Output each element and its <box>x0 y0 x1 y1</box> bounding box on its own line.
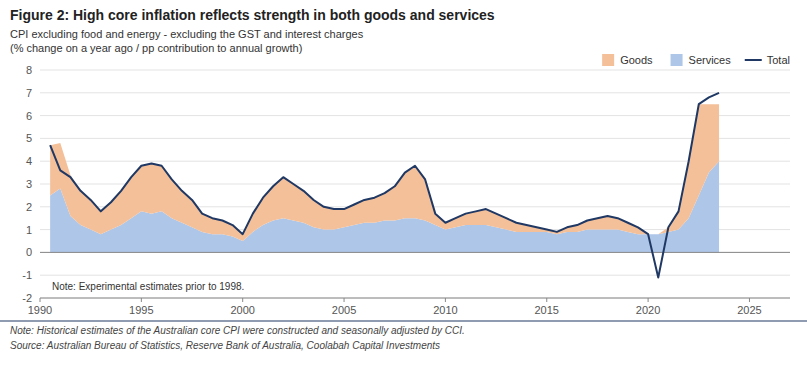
title: Figure 2: High core inflation reflects s… <box>10 7 495 23</box>
area <box>50 104 719 241</box>
y-tick-label: -1 <box>22 269 32 281</box>
legend: Total Services Goods <box>602 54 790 66</box>
x-axis <box>40 298 790 299</box>
zero-line <box>40 252 790 253</box>
grid-line <box>40 70 790 71</box>
legend-swatch <box>602 54 614 66</box>
y-tick-label: 7 <box>26 87 32 99</box>
footnote: Note: Historical estimates of the Austra… <box>10 325 465 336</box>
grid-line <box>40 115 790 116</box>
annotation: Note: Experimental estimates prior to 19… <box>52 281 244 292</box>
x-tick-label: 1995 <box>129 304 153 316</box>
footnote: Source: Australian Bureau of Statistics,… <box>10 340 440 351</box>
grid-line <box>40 275 790 276</box>
x-tick <box>749 298 750 302</box>
y-tick-label: 1 <box>26 224 32 236</box>
x-tick-label: 2005 <box>332 304 356 316</box>
x-tick <box>242 298 243 302</box>
x-tick-label: 2010 <box>433 304 457 316</box>
grid-line <box>40 298 790 299</box>
x-tick <box>445 298 446 302</box>
x-tick <box>40 298 41 302</box>
x-tick <box>546 298 547 302</box>
x-tick <box>344 298 345 302</box>
y-tick-label: 8 <box>26 64 32 76</box>
legend-label: Total <box>767 54 790 66</box>
y-tick-label: 4 <box>26 155 32 167</box>
legend-label: Services <box>689 54 732 66</box>
line <box>50 93 719 278</box>
x-tick-label: 2000 <box>230 304 254 316</box>
plot-area <box>40 93 790 278</box>
y-tick-label: 6 <box>26 110 32 122</box>
x-tick-label: 2025 <box>737 304 761 316</box>
grid-line <box>40 138 790 139</box>
subtitle: CPI excluding food and energy - excludin… <box>10 28 364 40</box>
x-tick-label: 1990 <box>28 304 52 316</box>
y-tick-label: 3 <box>26 178 32 190</box>
y-tick-label: 0 <box>26 246 32 258</box>
grid <box>40 70 790 298</box>
grid-line <box>40 252 790 253</box>
legend-label: Goods <box>620 54 653 66</box>
x-tick-label: 2020 <box>636 304 660 316</box>
y-tick-label: -2 <box>22 292 32 304</box>
grid-line <box>40 92 790 93</box>
chart: Figure 2: High core inflation reflects s… <box>0 0 807 371</box>
x-tick <box>141 298 142 302</box>
y-tick-label: 2 <box>26 201 32 213</box>
separator <box>0 320 807 321</box>
x-tick <box>648 298 649 302</box>
subtitle: (% change on a year ago / pp contributio… <box>10 42 302 54</box>
y-tick-label: 5 <box>26 132 32 144</box>
x-tick-label: 2015 <box>535 304 559 316</box>
legend-swatch <box>671 54 683 66</box>
grid-line <box>40 161 790 162</box>
legend-swatch <box>745 59 762 61</box>
